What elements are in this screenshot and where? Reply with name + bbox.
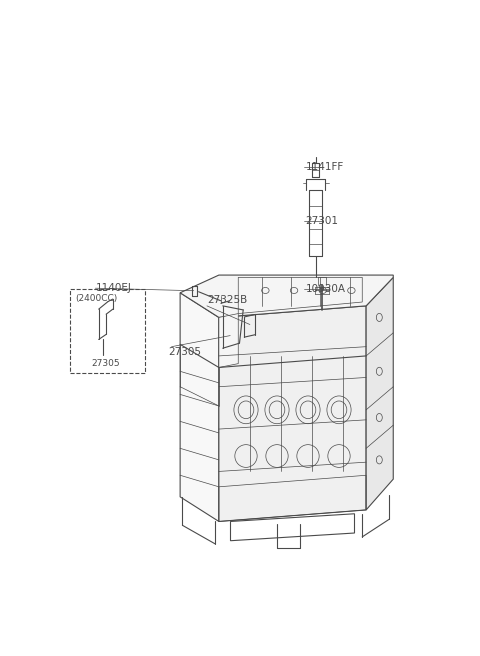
Text: (2400CC): (2400CC)	[75, 294, 117, 303]
Text: 10930A: 10930A	[305, 284, 346, 294]
Polygon shape	[180, 293, 219, 522]
FancyBboxPatch shape	[71, 289, 145, 373]
Text: 27301: 27301	[305, 216, 338, 226]
Text: 1141FF: 1141FF	[305, 162, 344, 173]
Polygon shape	[219, 314, 238, 367]
Polygon shape	[366, 277, 393, 510]
Text: 1140EJ: 1140EJ	[96, 283, 131, 293]
Polygon shape	[219, 306, 366, 522]
Polygon shape	[180, 275, 393, 318]
Text: 27305: 27305	[91, 359, 120, 368]
Text: 27325B: 27325B	[207, 295, 247, 306]
Text: 27305: 27305	[168, 347, 201, 357]
